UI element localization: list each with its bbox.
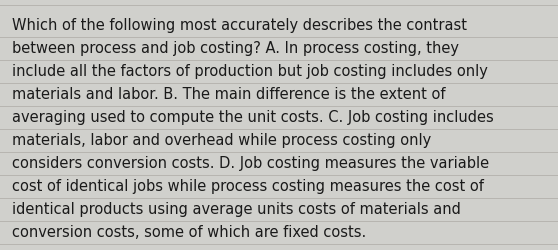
Text: between process and job​ costing? A. In process costing, they: between process and job​ costing? A. In … — [12, 40, 459, 56]
Text: averaging used to compute the unit costs. C. Job costing includes: averaging used to compute the unit costs… — [12, 110, 494, 124]
Text: identical products using average units costs of materials and: identical products using average units c… — [12, 202, 461, 216]
Text: materials, labor and overhead while process costing only: materials, labor and overhead while proc… — [12, 132, 431, 148]
Text: conversion​ costs, some of which are fixed costs.: conversion​ costs, some of which are fix… — [12, 224, 367, 240]
Text: include all the factors of production but job costing includes only: include all the factors of production bu… — [12, 64, 488, 78]
Text: cost of identical jobs while process costing measures the cost of: cost of identical jobs while process cos… — [12, 178, 484, 194]
Text: considers conversion costs. D. Job costing measures the variable: considers conversion costs. D. Job costi… — [12, 156, 489, 170]
Text: materials and labor. B. The main difference is the extent of: materials and labor. B. The main differe… — [12, 86, 446, 102]
Text: Which of the following most accurately describes the contrast: Which of the following most accurately d… — [12, 18, 467, 32]
